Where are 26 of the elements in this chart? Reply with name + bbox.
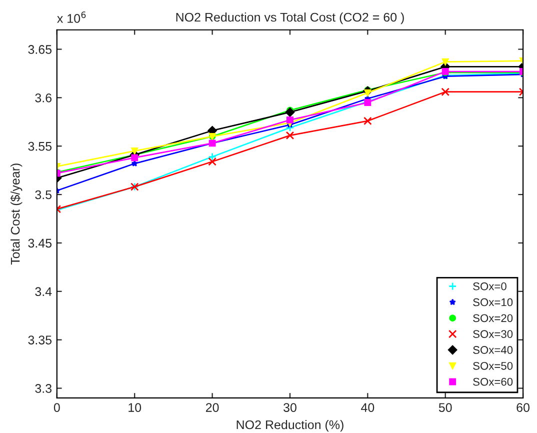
x-tick-label: 40 [361, 403, 374, 412]
x-tick-label: 60 [516, 403, 530, 412]
x-tick-label: 0 [54, 403, 60, 412]
y-tick-label: 3.4 [35, 287, 52, 296]
x-tick-label: 10 [128, 403, 142, 412]
legend-label: SOx=30 [473, 330, 513, 338]
y-tick-label: 3.65 [28, 45, 52, 54]
y-tick-label: 3.5 [35, 190, 52, 200]
text: x 10$^{6}$ [57, 11, 86, 23]
chart-title: NO2 Reduction vs Total Cost (CO2 = 60 ) [176, 12, 404, 24]
y-tick-label: 3.3 [35, 384, 52, 393]
legend-label: SOx=50 [473, 362, 513, 370]
x-tick-label: 20 [206, 403, 219, 412]
x-tick-label: 30 [284, 403, 296, 412]
legend-label: SOx=20 [473, 314, 513, 322]
y-axis-title: Total Cost ($/year) [10, 164, 22, 265]
legend-label: SOx=60 [473, 378, 513, 386]
legend-label: SOx=40 [473, 346, 513, 354]
x-tick-label: 50 [438, 403, 452, 412]
y-tick-label: 3.45 [28, 238, 52, 248]
y-tick-label: 3.35 [28, 336, 52, 344]
x-axis-title: NO2 Reduction (%) [236, 420, 344, 432]
y-tick-label: 3.6 [35, 93, 52, 102]
y-tick-label: 3.55 [28, 142, 52, 151]
legend-label: SOx=0 [473, 282, 506, 290]
legend-label: SOx=10 [473, 298, 513, 306]
